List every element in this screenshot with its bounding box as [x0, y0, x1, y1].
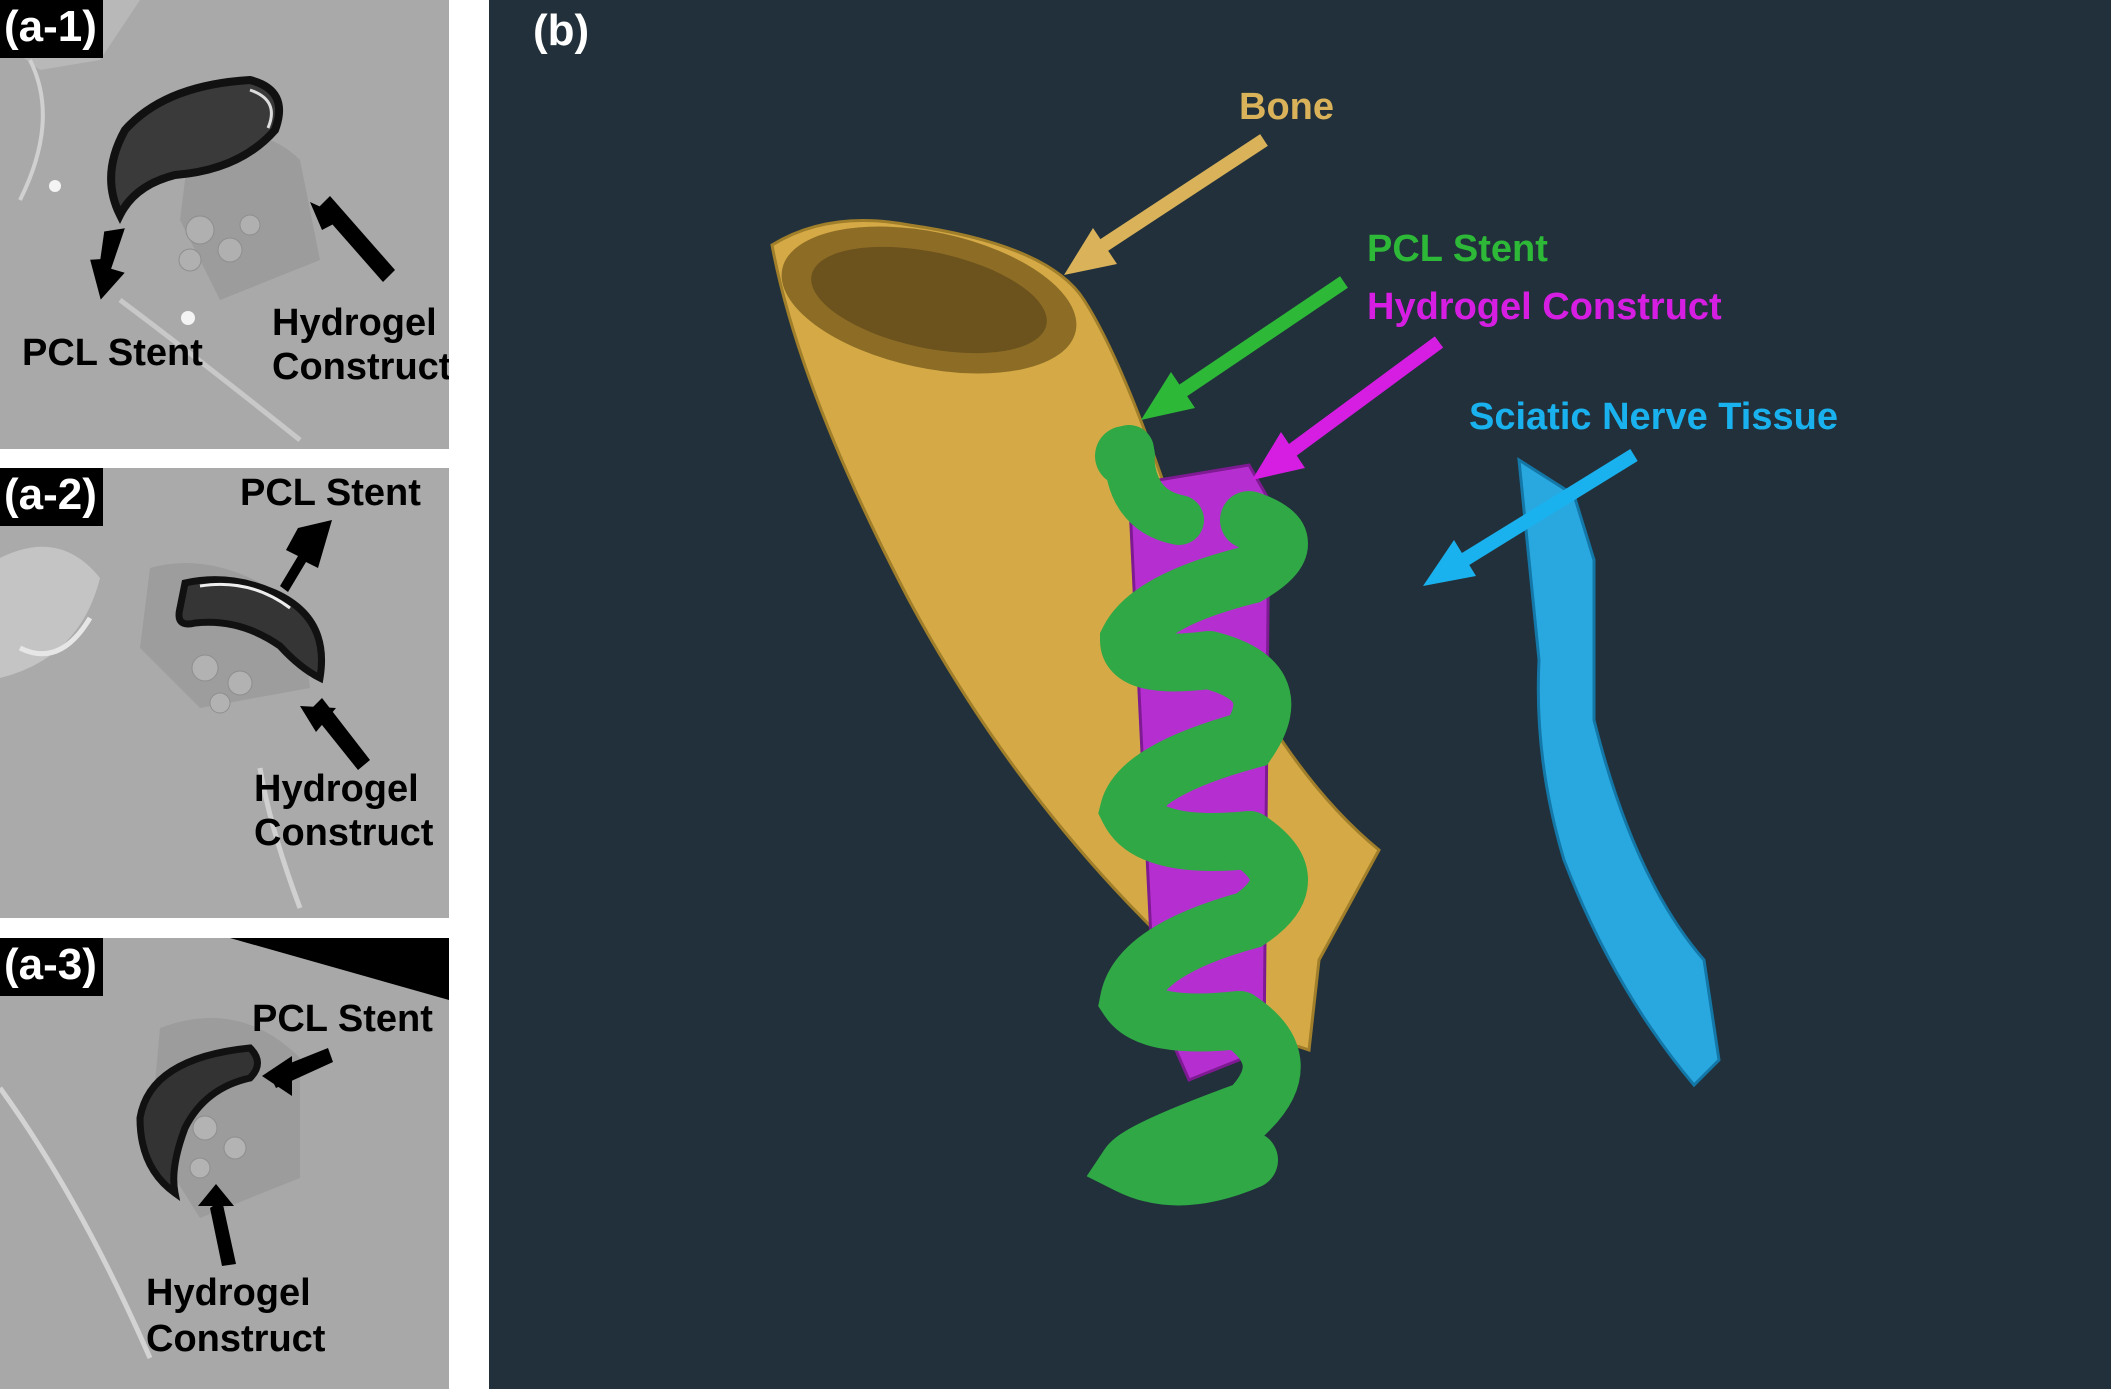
- arrow-nerve: [1423, 449, 1638, 586]
- label-construct-a2: Construct: [254, 812, 434, 854]
- panel-tag-a1: (a-1): [0, 0, 103, 58]
- ct-slice-image-a2: [0, 468, 449, 918]
- label-hydrogel-a2: Hydrogel: [254, 768, 419, 810]
- ct-panel-a1: (a-1) PCL Stent Hydrogel Construct: [0, 0, 449, 449]
- stent-end-cap: [1095, 426, 1155, 486]
- render-3d-panel: (b) Bone PCL Stent Hydrogel Construct Sc…: [489, 0, 2111, 1389]
- label-construct-a3: Construct: [146, 1318, 326, 1360]
- arrow-bone: [1064, 134, 1268, 275]
- ct-slice-image-a3: [0, 938, 449, 1389]
- render-3d-scene: [770, 134, 1721, 1206]
- label-hydrogel-a1: Hydrogel: [272, 302, 437, 344]
- nerve-shape: [1517, 457, 1721, 1088]
- arrow-pcl-stent: [1141, 276, 1348, 420]
- ct-panel-a3: (a-3) PCL Stent Hydrogel Construct: [0, 938, 449, 1389]
- label-pcl-stent-a3: PCL Stent: [252, 998, 433, 1040]
- ct-panel-a2: (a-2) PCL Stent Hydrogel Construct: [0, 468, 449, 918]
- panel-tag-a2: (a-2): [0, 468, 103, 526]
- panel-tag-b: (b): [533, 6, 590, 55]
- label-hydrogel-a3: Hydrogel: [146, 1272, 311, 1314]
- ct-slice-image-a1: [0, 0, 449, 449]
- label-pcl-stent-b: PCL Stent: [1367, 228, 1548, 270]
- label-pcl-stent-a2: PCL Stent: [240, 472, 421, 514]
- label-construct-a1: Construct: [272, 346, 449, 388]
- label-hydrogel-construct-b: Hydrogel Construct: [1367, 286, 1722, 328]
- label-pcl-stent-a1: PCL Stent: [22, 332, 203, 374]
- panel-tag-a3: (a-3): [0, 938, 103, 996]
- arrow-hydrogel: [1252, 336, 1444, 480]
- label-sciatic-nerve: Sciatic Nerve Tissue: [1469, 396, 1838, 438]
- label-bone: Bone: [1239, 86, 1334, 128]
